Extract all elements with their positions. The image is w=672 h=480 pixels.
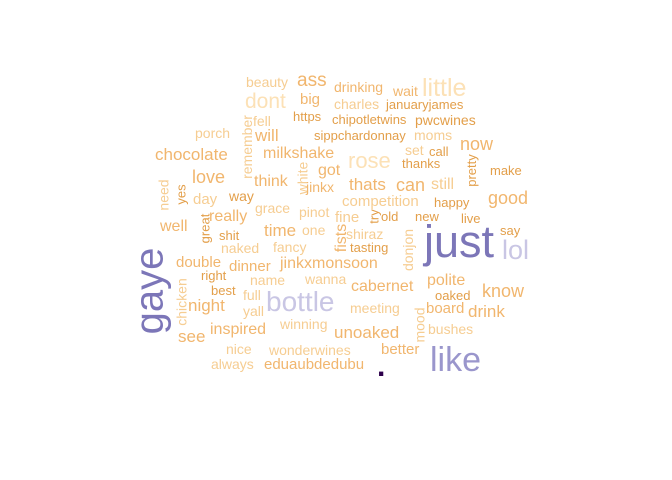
word: got: [318, 162, 341, 179]
word: good: [488, 188, 529, 208]
word: chipotletwins: [332, 112, 407, 127]
word: wait: [393, 83, 418, 99]
word: yall: [243, 303, 265, 319]
word: way: [229, 188, 254, 204]
word: really: [209, 208, 248, 225]
word: nice: [226, 341, 252, 357]
word: love: [192, 167, 226, 187]
word: can: [396, 175, 426, 195]
word: bottle: [266, 286, 335, 317]
word: day: [193, 191, 218, 208]
word: right: [201, 268, 227, 283]
word: little: [422, 74, 467, 102]
word: always: [211, 356, 254, 372]
word: still: [431, 176, 455, 193]
word: jinkx: [306, 179, 335, 195]
word: board: [426, 300, 465, 317]
word: januaryjames: [386, 97, 464, 112]
word: eduaubdedubu: [264, 356, 365, 373]
word: know: [482, 281, 525, 301]
word: double: [176, 254, 222, 271]
word: jinkxmonsoon: [280, 255, 378, 272]
word: fine: [335, 209, 360, 226]
word: happy: [434, 195, 470, 210]
word: chocolate: [155, 145, 228, 164]
word: live: [461, 211, 481, 226]
word: https: [293, 109, 322, 124]
word: drinking: [334, 79, 384, 95]
word: better: [381, 341, 420, 358]
word: yes: [173, 184, 189, 205]
word: will: [255, 126, 279, 145]
word: moms: [414, 127, 453, 143]
word: meeting: [350, 300, 400, 316]
word: new: [415, 209, 439, 224]
word: tasting: [350, 240, 389, 255]
word: .: [377, 350, 386, 383]
word: just: [424, 216, 495, 267]
word: porch: [195, 125, 231, 141]
word: like: [430, 341, 482, 379]
word: think: [254, 173, 288, 190]
word: lol: [502, 235, 530, 265]
word: winning: [280, 316, 328, 332]
word: milkshake: [263, 145, 335, 162]
word: try: [366, 209, 382, 224]
word: remember: [238, 115, 255, 179]
word: naked: [221, 240, 260, 256]
word: cabernet: [351, 278, 414, 295]
word: fell: [253, 113, 271, 129]
word: beauty: [246, 74, 289, 90]
word: say: [500, 223, 521, 238]
word: wonderwines: [269, 342, 351, 358]
word: thanks: [402, 156, 441, 171]
word: mood: [411, 307, 428, 343]
word: polite: [427, 272, 466, 289]
word: bushes: [428, 321, 474, 337]
word: night: [188, 296, 225, 315]
word: sippchardonnay: [314, 128, 406, 143]
word: time: [264, 221, 297, 240]
word: full: [243, 287, 261, 303]
word: charles: [334, 96, 380, 112]
word: big: [300, 91, 321, 108]
word: name: [250, 272, 286, 288]
word: great: [197, 213, 213, 244]
word: need: [155, 179, 172, 211]
word: shiraz: [346, 226, 384, 242]
word: pinot: [299, 204, 330, 220]
word: set: [405, 142, 424, 158]
word: well: [160, 218, 188, 235]
word: one: [302, 222, 326, 238]
word: rose: [348, 148, 391, 173]
word: fancy: [273, 239, 307, 255]
word: ass: [297, 70, 327, 91]
word: wanna: [305, 271, 347, 287]
word: shit: [219, 228, 240, 243]
word: dinner: [229, 258, 271, 275]
word: inspired: [210, 321, 267, 338]
word: old: [381, 209, 399, 224]
word: gaye: [127, 247, 172, 335]
word: unoaked: [334, 323, 400, 342]
word: competition: [342, 193, 419, 210]
word: chicken: [173, 278, 190, 326]
word: see: [178, 327, 206, 346]
word: donjon: [400, 228, 417, 272]
word: oaked: [435, 288, 471, 303]
word: grace: [255, 200, 291, 216]
word: thats: [349, 175, 386, 194]
word: best: [211, 283, 236, 298]
word: call: [429, 144, 449, 159]
word: drink: [468, 302, 505, 321]
word: dont: [245, 90, 286, 113]
word: make: [490, 163, 522, 178]
word: pretty: [463, 154, 479, 187]
word: pwcwines: [415, 112, 476, 128]
word: now: [460, 134, 494, 154]
